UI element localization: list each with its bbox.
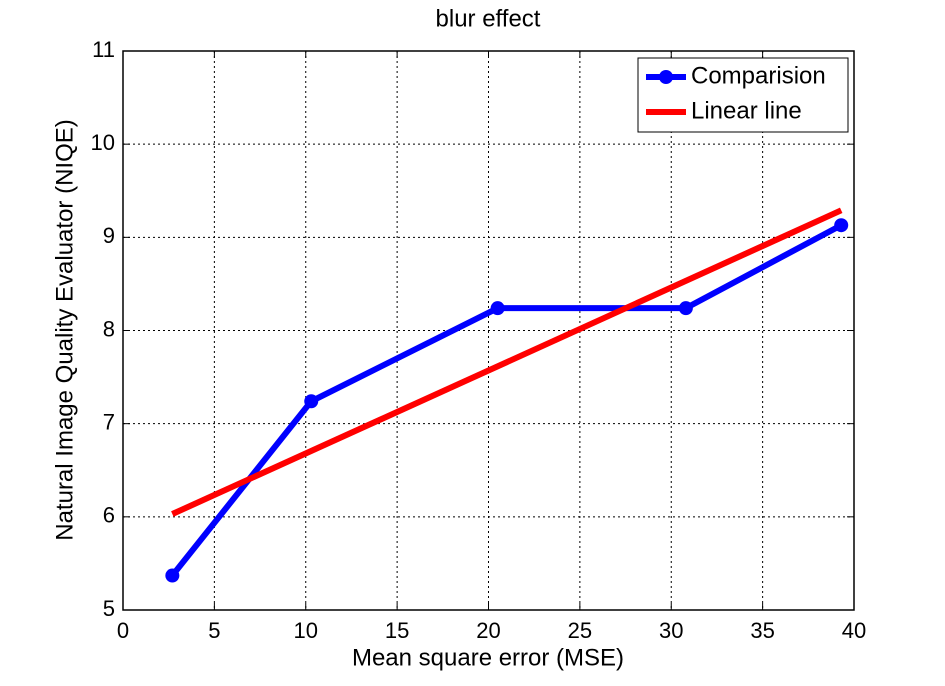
x-axis-label: Mean square error (MSE) (352, 644, 624, 671)
x-tick-label: 10 (294, 618, 318, 643)
y-axis-label: Natural Image Quality Evaluator (NIQE) (51, 119, 78, 541)
x-tick-label: 0 (117, 618, 129, 643)
axes-box (122, 50, 855, 611)
y-tick-label: 6 (103, 503, 115, 528)
x-tick-label: 40 (842, 618, 866, 643)
series-line (171, 207, 843, 517)
legend-label: Linear line (691, 97, 802, 124)
x-tick-label: 35 (750, 618, 774, 643)
data-point (490, 301, 505, 316)
data-point (678, 301, 693, 316)
y-tick-label: 8 (103, 316, 115, 341)
x-tick-label: 25 (568, 618, 592, 643)
chart-title: blur effect (436, 5, 541, 32)
data-point (165, 568, 180, 583)
y-tick-label: 9 (103, 223, 115, 248)
x-tick-label: 5 (208, 618, 220, 643)
legend-marker (659, 70, 673, 84)
x-tick-label: 30 (659, 618, 683, 643)
x-tick-label: 20 (476, 618, 500, 643)
data-point (834, 218, 849, 233)
y-tick-label: 10 (91, 130, 115, 155)
legend-box (637, 57, 849, 133)
y-tick-label: 11 (92, 37, 115, 62)
legend-label: Comparision (691, 62, 826, 89)
data-point (304, 394, 319, 409)
y-tick-label: 7 (103, 409, 115, 434)
x-tick-label: 15 (385, 618, 409, 643)
y-tick-label: 5 (103, 596, 115, 621)
